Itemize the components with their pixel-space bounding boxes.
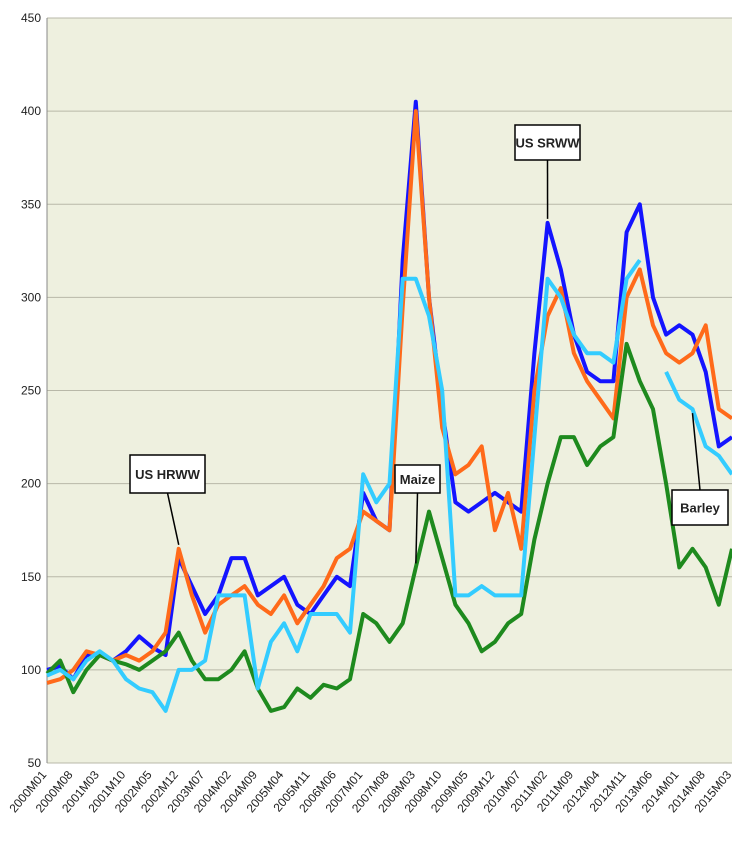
y-tick-label: 350 <box>21 197 41 211</box>
y-tick-label: 200 <box>21 477 41 491</box>
callout-label: US SRWW <box>515 136 580 151</box>
y-tick-label: 300 <box>21 290 41 304</box>
y-tick-label: 400 <box>21 104 41 118</box>
y-tick-label: 50 <box>28 756 42 770</box>
y-tick-label: 250 <box>21 384 41 398</box>
y-tick-label: 150 <box>21 570 41 584</box>
y-tick-label: 450 <box>21 11 41 25</box>
callout-label: Maize <box>400 472 435 487</box>
callout-label: Barley <box>680 501 721 516</box>
y-tick-label: 100 <box>21 663 41 677</box>
callout-label: US HRWW <box>135 467 200 482</box>
